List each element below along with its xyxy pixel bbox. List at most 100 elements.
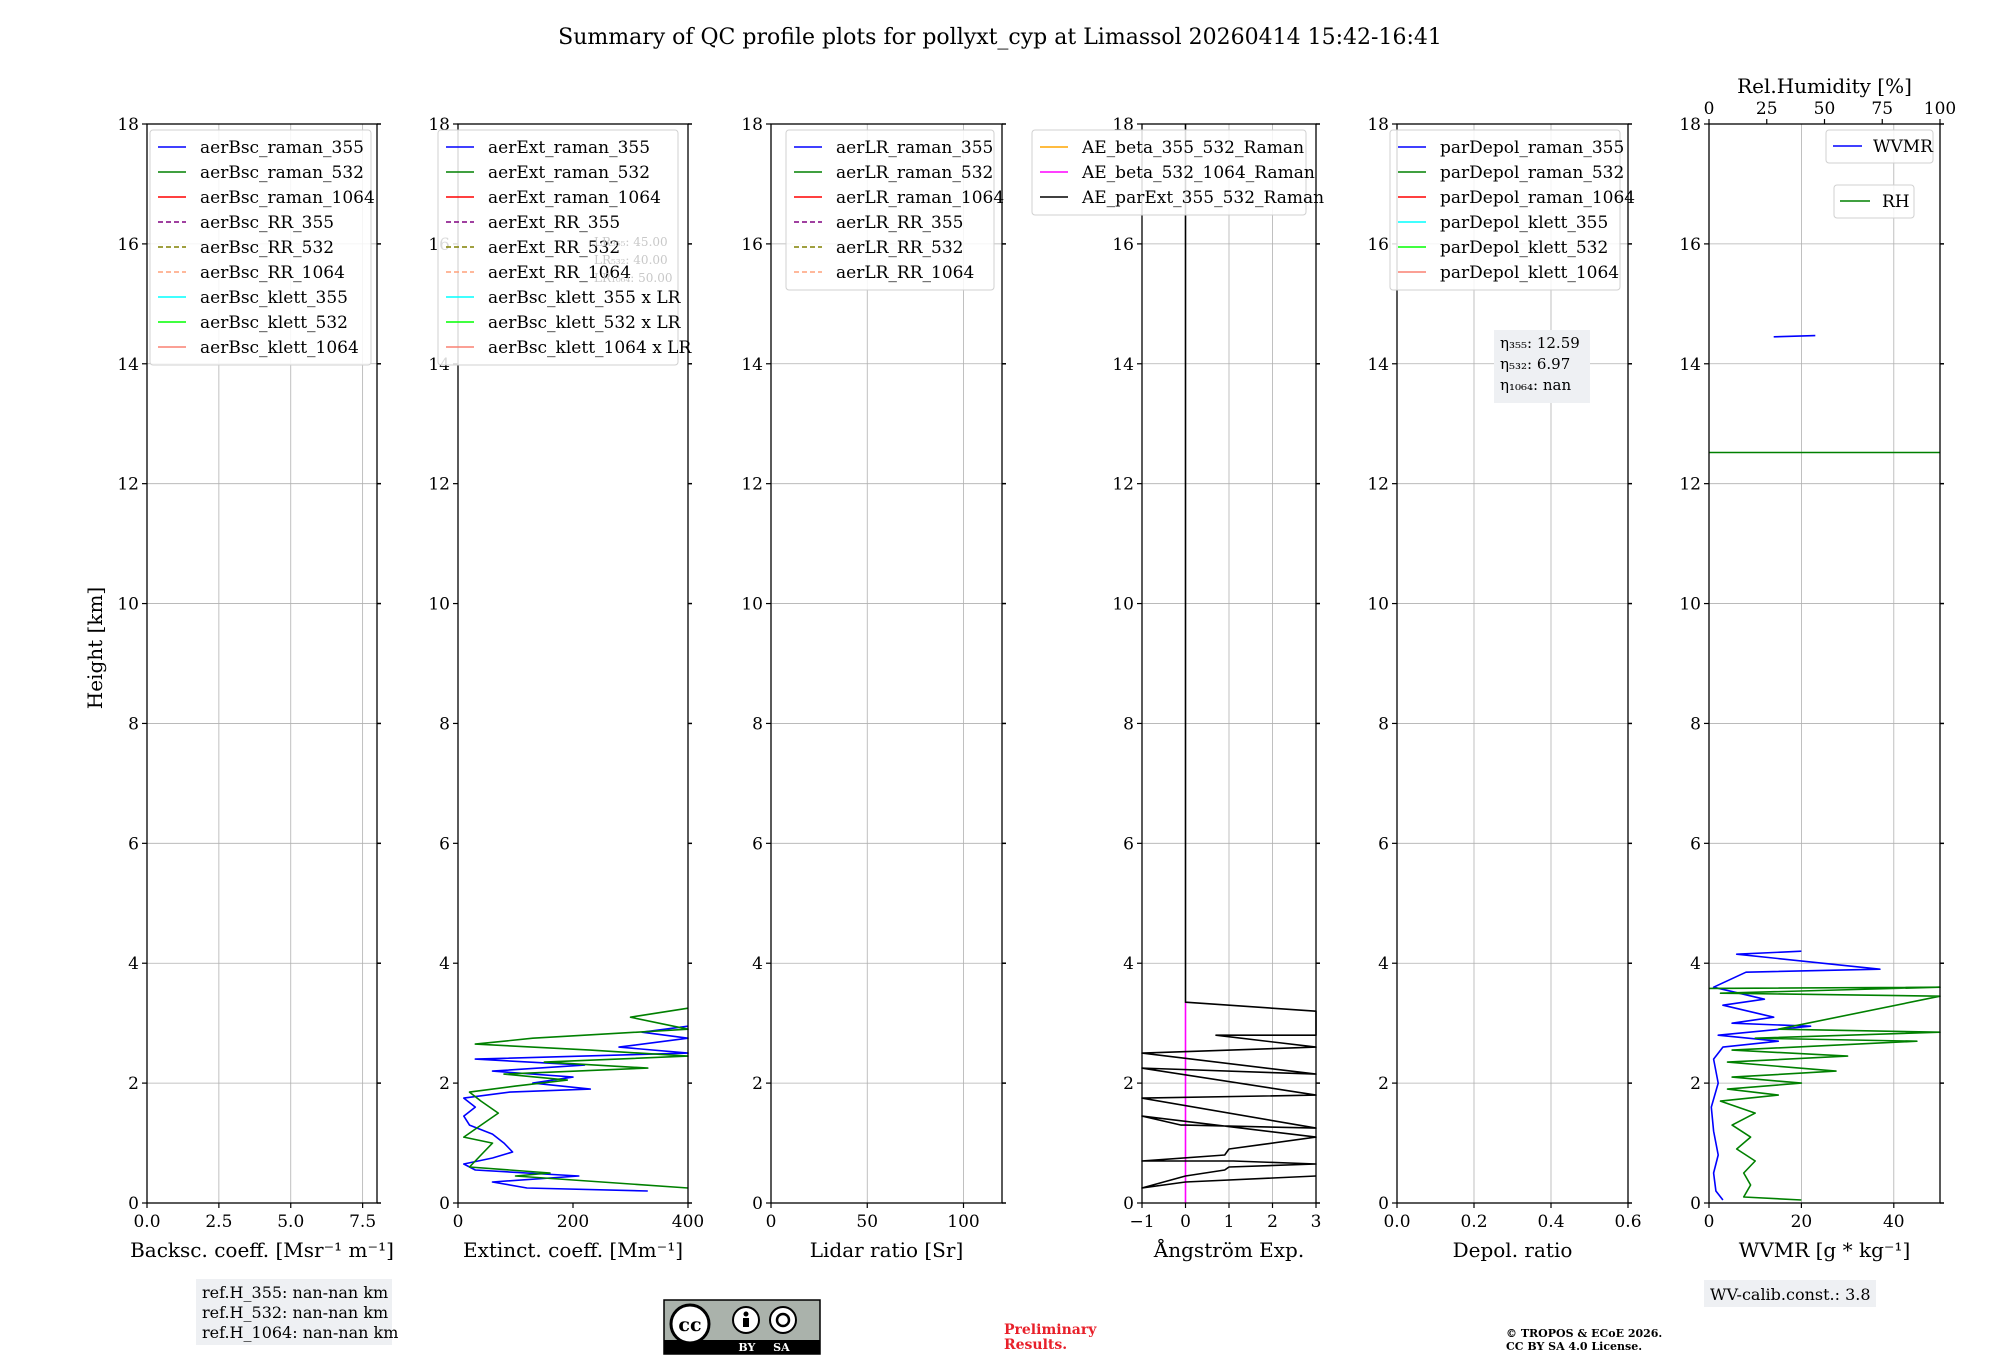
y-tick-label: 8 bbox=[1690, 714, 1701, 734]
ref-heights-background bbox=[196, 1279, 392, 1345]
legend-label: aerBsc_RR_1064 bbox=[200, 263, 345, 283]
panel-extinction: 0246810121416180200400Extinct. coeff. [M… bbox=[428, 115, 704, 1262]
legend: aerExt_raman_355 aerExt_raman_532 aerExt_r… bbox=[437, 129, 692, 366]
y-tick-label: 8 bbox=[439, 714, 450, 734]
legend-label: parDepol_raman_1064 bbox=[1440, 188, 1635, 208]
legend-label: aerLR_RR_532 bbox=[836, 238, 963, 258]
y-tick-label: 2 bbox=[439, 1074, 450, 1094]
x-axis-label: Ångström Exp. bbox=[1153, 1237, 1304, 1262]
legend-label: aerBsc_klett_355 bbox=[200, 288, 348, 308]
y-tick-label: 6 bbox=[439, 834, 450, 854]
y-tick-label: 0 bbox=[1690, 1194, 1701, 1214]
legend-box bbox=[1833, 184, 1915, 219]
y-tick-label: 2 bbox=[1690, 1074, 1701, 1094]
legend-label: aerBsc_RR_532 bbox=[200, 238, 334, 258]
legend-label: aerExt_RR_1064 bbox=[488, 263, 631, 283]
copyright-line2: CC BY SA 4.0 License. bbox=[1506, 1340, 1642, 1353]
x-tick-label: 1 bbox=[1224, 1212, 1235, 1232]
legend-label: aerBsc_klett_532 x LR bbox=[488, 313, 682, 333]
series-aerExt_raman_532 bbox=[462, 1007, 689, 1189]
legend-box bbox=[1031, 129, 1307, 216]
panel-lidar_ratio: 0 2 4 6 8 10 12 14 16 18 0 50 100 Lidar ratio [Sr] aer… bbox=[741, 115, 1006, 1262]
by-person-body bbox=[743, 1318, 749, 1327]
x-tick-label: 100 bbox=[947, 1212, 979, 1232]
x-tick-label: 7.5 bbox=[349, 1212, 376, 1232]
legend-label: aerLR_RR_1064 bbox=[836, 263, 974, 283]
ref-height-532: ref.H_532: nan-nan km bbox=[202, 1303, 388, 1322]
legend-box bbox=[437, 129, 679, 366]
legend-label: aerBsc_klett_355 x LR bbox=[488, 288, 682, 308]
legend-rh: RH bbox=[1833, 184, 1915, 219]
x-tick-label: 3 bbox=[1311, 1212, 1322, 1232]
x-tick-label: 200 bbox=[557, 1212, 589, 1232]
x-tick-label: 0.6 bbox=[1614, 1212, 1641, 1232]
x-tick-label: 50 bbox=[856, 1212, 878, 1232]
by-person-head bbox=[743, 1311, 749, 1317]
annotation-background bbox=[1494, 330, 1590, 403]
legend: aerBsc_raman_355 aerBsc_raman_532 aerBsc_r… bbox=[149, 129, 375, 366]
height-axis-label: Height [km] bbox=[83, 587, 107, 709]
annotation-text: LR₁₀₆₄: 50.00 bbox=[594, 271, 672, 285]
legend-label: AE_beta_355_532_Raman bbox=[1081, 138, 1304, 158]
y-tick-label: 10 bbox=[1112, 595, 1134, 615]
axes-frame bbox=[146, 123, 378, 1204]
y-tick-label: 10 bbox=[117, 595, 139, 615]
y-tick-label: 14 bbox=[117, 355, 139, 375]
y-tick-label: 0 bbox=[439, 1194, 450, 1214]
y-tick-label: 16 bbox=[117, 235, 139, 255]
legend: aerLR_raman_355 aerLR_raman_532 aerLR_rama… bbox=[785, 129, 1004, 291]
x-axis-label: Lidar ratio [Sr] bbox=[810, 1238, 964, 1262]
top-x-tick-label: 50 bbox=[1814, 99, 1836, 119]
license-badge-text: BY SA bbox=[738, 1341, 790, 1354]
legend-label: parDepol_raman_532 bbox=[1440, 163, 1624, 183]
legend-box bbox=[1825, 129, 1934, 164]
y-tick-label: 8 bbox=[1378, 714, 1389, 734]
y-tick-label: 16 bbox=[1679, 235, 1701, 255]
y-tick-label: 12 bbox=[1367, 475, 1389, 495]
legend-label: aerExt_RR_355 bbox=[488, 213, 620, 233]
y-tick-label: 18 bbox=[1367, 115, 1389, 135]
y-tick-label: 2 bbox=[1123, 1074, 1134, 1094]
legend-label: aerLR_raman_532 bbox=[836, 163, 993, 183]
y-tick-label: 6 bbox=[128, 834, 139, 854]
x-tick-label: 2 bbox=[1267, 1212, 1278, 1232]
y-tick-label: 18 bbox=[117, 115, 139, 135]
x-axis-label: WVMR [g * kg⁻¹] bbox=[1739, 1238, 1911, 1262]
legend-label: aerLR_raman_1064 bbox=[836, 188, 1004, 208]
x-tick-label: 2.5 bbox=[205, 1212, 232, 1232]
y-tick-label: 6 bbox=[1690, 834, 1701, 854]
y-tick-label: 0 bbox=[128, 1194, 139, 1214]
y-tick-label: 2 bbox=[752, 1074, 763, 1094]
legend-label: parDepol_raman_355 bbox=[1440, 138, 1624, 158]
panel-annotation: LR₃₅₅: 45.00 LR₅₃₂: 40.00 LR₁₀₆₄: 50.00 bbox=[594, 235, 672, 285]
panel-annotation: η₃₅₅: 12.59 η₅₃₂: 6.97 η₁₀₆₄: nan bbox=[1494, 330, 1590, 403]
figure-title: Summary of QC profile plots for pollyxt_… bbox=[558, 25, 1442, 50]
y-tick-label: 14 bbox=[1367, 355, 1389, 375]
legend-box bbox=[1389, 129, 1621, 291]
y-tick-label: 12 bbox=[741, 475, 763, 495]
legend-wvmr: WVMR bbox=[1825, 129, 1934, 164]
x-tick-label: 0 bbox=[453, 1212, 464, 1232]
y-tick-label: 10 bbox=[741, 595, 763, 615]
legend-box bbox=[149, 129, 372, 366]
panel-depolarization: 0 2 4 6 8 10 12 14 16 18 0.0 0.2 0.4 0.6 Depol. ratio p… bbox=[1367, 115, 1641, 1262]
y-tick-label: 2 bbox=[1378, 1074, 1389, 1094]
legend-label: aerBsc_RR_355 bbox=[200, 213, 334, 233]
y-tick-label: 6 bbox=[1378, 834, 1389, 854]
sa-share-arrow bbox=[775, 1312, 791, 1328]
panel-backscatter: 0 2 4 6 8 10 12 14 16 18 0.0 2.5 5.0 7.5 Backsc. coeff… bbox=[117, 115, 394, 1262]
wv-calib-annotation: WV-calib.const.: 3.8 bbox=[1704, 1280, 1876, 1307]
legend-label: aerExt_raman_532 bbox=[488, 163, 650, 183]
y-tick-label: 12 bbox=[1679, 475, 1701, 495]
legend-label: AE_parExt_355_532_Raman bbox=[1081, 188, 1324, 208]
cc-license-badge: cc BY SA bbox=[663, 1299, 821, 1355]
y-tick-label: 2 bbox=[128, 1074, 139, 1094]
y-tick-label: 12 bbox=[428, 475, 450, 495]
y-tick-label: 4 bbox=[752, 954, 763, 974]
series-AE_parExt_355_532_Raman bbox=[1141, 124, 1317, 1189]
legend-label: aerBsc_raman_1064 bbox=[200, 188, 375, 208]
legend-label: aerLR_raman_355 bbox=[836, 138, 993, 158]
top-x-tick-label: 100 bbox=[1924, 99, 1956, 119]
y-tick-label: 16 bbox=[741, 235, 763, 255]
